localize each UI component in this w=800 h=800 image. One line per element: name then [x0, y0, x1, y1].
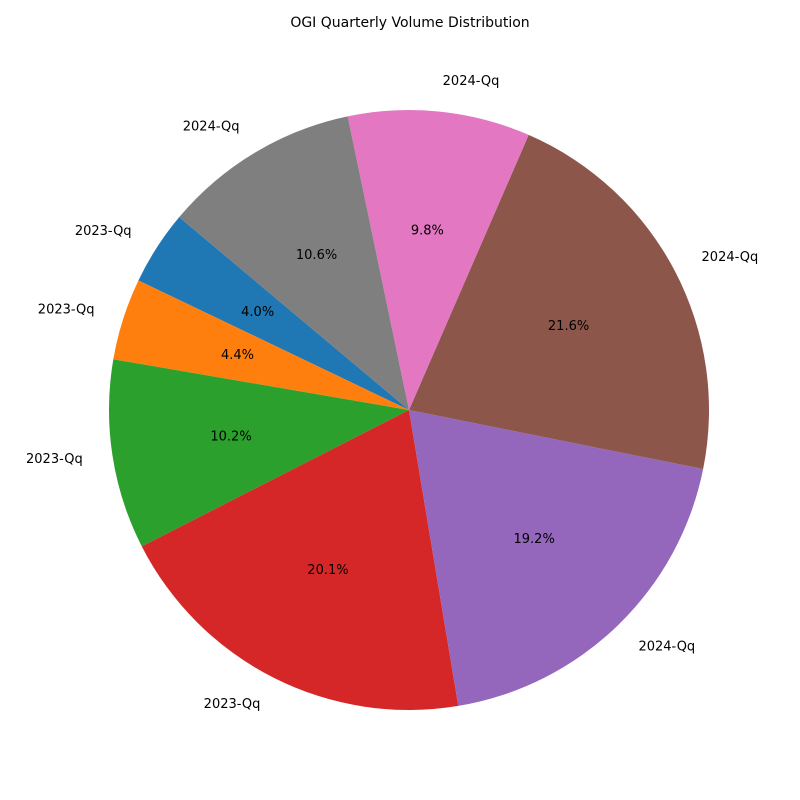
pie-slices: [108, 109, 709, 710]
slice-label-2: 2023-Qq: [26, 452, 83, 467]
slice-label-5: 2024-Qq: [702, 250, 759, 265]
slice-percent-2: 10.2%: [210, 430, 251, 445]
pie-slice-5: [409, 134, 709, 470]
slice-percent-6: 9.8%: [411, 223, 444, 238]
slice-percent-4: 19.2%: [514, 532, 555, 547]
pie-slice-0: [138, 217, 409, 410]
pie-slice-6: [347, 109, 529, 410]
slice-percent-0: 4.0%: [241, 305, 274, 320]
slice-percent-5: 21.6%: [548, 319, 589, 334]
slice-percent-1: 4.4%: [221, 348, 254, 363]
slice-label-7: 2024-Qq: [183, 119, 240, 134]
pie-slice-4: [409, 410, 704, 706]
pie-slice-3: [141, 410, 459, 710]
pie-slice-7: [179, 116, 409, 411]
slice-label-1: 2023-Qq: [38, 302, 95, 317]
slice-label-3: 2023-Qq: [204, 697, 261, 712]
pie-slice-1: [113, 280, 410, 410]
pie-slice-labels: 2023-Qq 2023-Qq 2023-Qq 2023-Qq 2024-Qq 2024-…: [26, 74, 758, 712]
slice-label-6: 2024-Qq: [443, 74, 500, 89]
slice-percent-7: 10.6%: [296, 248, 337, 263]
pie-slice-2: [108, 359, 409, 547]
pie-percent-labels: 4.0% 4.4% 10.2% 20.1% 19.2% 21.6% 9.8% 10.6%: [210, 223, 589, 578]
slice-label-0: 2023-Qq: [75, 224, 132, 239]
chart-title: OGI Quarterly Volume Distribution: [290, 15, 529, 31]
slice-percent-3: 20.1%: [307, 563, 348, 578]
slice-label-4: 2024-Qq: [638, 640, 695, 655]
